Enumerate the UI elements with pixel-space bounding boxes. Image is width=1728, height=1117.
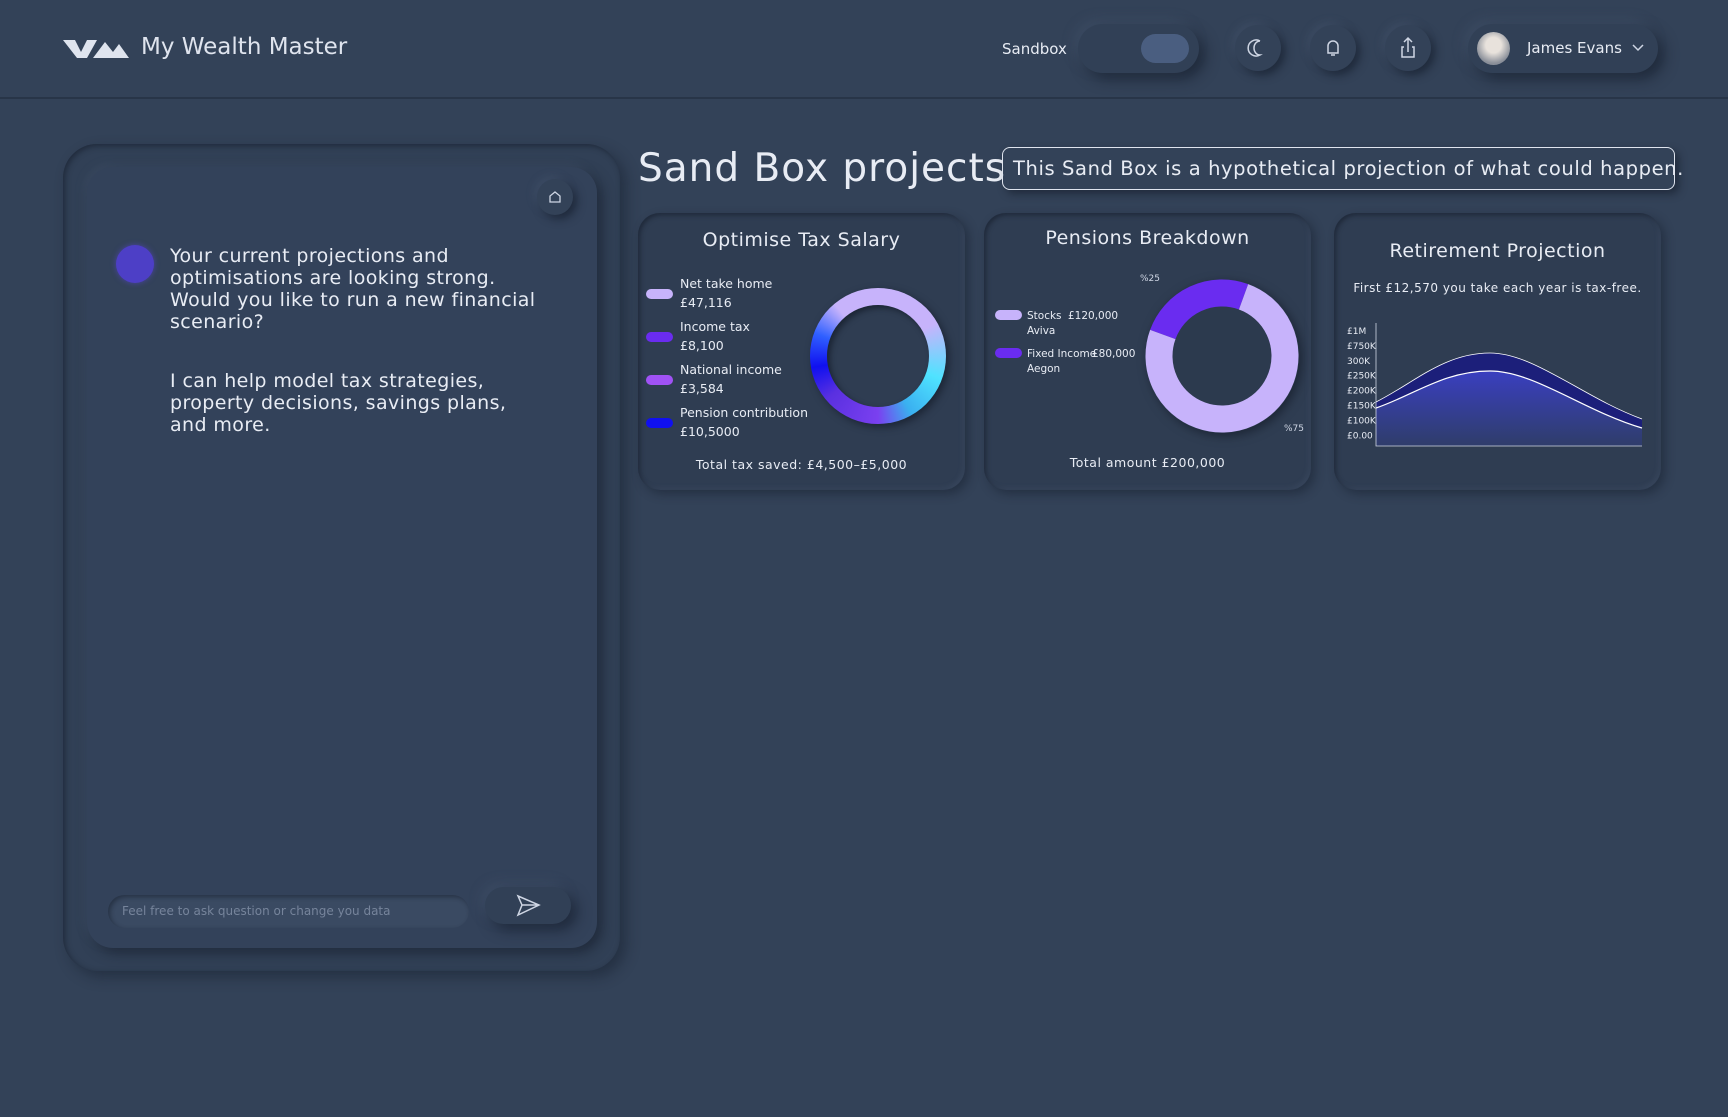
sandbox-toggle[interactable]	[1078, 24, 1199, 73]
chevron-path	[1632, 44, 1644, 52]
pensions-chart: Stocks £120,000 Aviva Fixed Income£80,000 Ae…	[995, 274, 1304, 434]
y-tick-label: £250K	[1347, 372, 1377, 382]
legend-name: Net take home	[680, 276, 773, 291]
share-button[interactable]	[1385, 25, 1431, 71]
bell-path	[1327, 40, 1339, 56]
chat-inner: Your current projections and optimisatio…	[87, 167, 597, 948]
brand: My Wealth Master	[141, 34, 348, 60]
retirement-chart: £1M £750K 300K £250K £200K £150K £100K £0.00	[1347, 323, 1643, 447]
legend-value: £8,100	[680, 338, 724, 353]
legend-amount: £80,000	[1092, 348, 1135, 360]
area-lower	[1376, 371, 1642, 446]
y-tick-label: £200K	[1347, 387, 1377, 397]
card-title: Pensions Breakdown	[1045, 227, 1250, 249]
assistant-dot	[116, 245, 154, 283]
y-tick-label: 300K	[1347, 357, 1371, 367]
user-name: James Evans	[1527, 39, 1622, 57]
legend-value: £10,5000	[680, 424, 740, 439]
tax-card[interactable]: Optimise Tax Salary Net take home £47,116…	[638, 213, 965, 490]
home-path	[549, 191, 561, 203]
chat-panel: Your current projections and optimisatio…	[63, 144, 620, 971]
retirement-card[interactable]: Retirement Projection First £12,570 you …	[1334, 213, 1661, 490]
pensions-card[interactable]: Pensions Breakdown Stocks £120,000 Aviva Fi…	[984, 213, 1311, 490]
moon-path	[1247, 39, 1261, 57]
send-icon	[516, 894, 541, 917]
card-footer: Total tax saved: £4,500–£5,000	[695, 457, 908, 472]
notifications-button[interactable]	[1310, 25, 1356, 71]
legend-name: Income tax	[680, 319, 750, 334]
y-tick-label: £100K	[1347, 416, 1377, 426]
home-button[interactable]	[537, 179, 573, 215]
chat-message: I can help model tax strategies, propert…	[170, 370, 507, 436]
chevron	[1632, 44, 1644, 52]
donut-hole	[827, 305, 929, 407]
y-tick-label: £150K	[1347, 402, 1377, 412]
segment-label: %75	[1284, 424, 1304, 434]
share-icon	[1401, 36, 1415, 58]
line-lower	[1375, 370, 1643, 429]
legend-value: £47,116	[680, 295, 732, 310]
avatar	[1477, 32, 1510, 65]
theme-button[interactable]	[1235, 25, 1281, 71]
card-footer: Total amount £200,000	[1069, 455, 1226, 470]
y-tick-label: £750K	[1347, 342, 1377, 352]
legend-name: Stocks	[1027, 310, 1062, 322]
moon-icon	[1247, 39, 1261, 57]
user-menu[interactable]: James Evans	[1468, 24, 1658, 73]
share-path	[1401, 36, 1415, 58]
legend-swatch	[995, 348, 1022, 358]
toggle-knob	[1141, 34, 1189, 63]
sandbox-label: Sandbox	[1002, 40, 1067, 58]
page-title: Sand Box projects	[638, 146, 1007, 191]
send-button[interactable]	[485, 887, 571, 924]
legend-swatch	[646, 289, 673, 299]
line-upper	[1375, 352, 1643, 420]
tax-donut	[810, 288, 946, 424]
axes	[1375, 323, 1642, 447]
home-icon	[549, 191, 561, 203]
legend-name: Fixed Income	[1027, 348, 1096, 360]
card-title: Retirement Projection	[1389, 240, 1606, 262]
notice-text: This Sand Box is a hypothetical projecti…	[1013, 157, 1684, 180]
legend-swatch	[995, 310, 1022, 320]
segment-label: %25	[1140, 274, 1160, 284]
logo	[63, 40, 129, 58]
legend-name: National income	[680, 362, 782, 377]
bell-icon	[1327, 40, 1339, 56]
legend-swatch	[646, 418, 673, 428]
legend-value: £3,584	[680, 381, 724, 396]
donut-segment	[1150, 279, 1249, 340]
logo-mark	[63, 40, 129, 58]
legend-amount: £120,000	[1068, 310, 1118, 322]
y-tick-label: £1M	[1347, 327, 1366, 337]
donut-segment	[1145, 284, 1299, 433]
legend-swatch	[646, 332, 673, 342]
send-path	[516, 894, 541, 917]
legend-swatch	[646, 375, 673, 385]
y-tick-label: £0.00	[1347, 431, 1373, 441]
card-subtitle: First £12,570 you take each year is tax-…	[1353, 281, 1642, 295]
legend-name: Pension contribution	[680, 405, 808, 420]
legend-provider: Aviva	[1027, 325, 1055, 337]
chat-input[interactable]: Feel free to ask question or change you …	[108, 895, 469, 928]
input-placeholder: Feel free to ask question or change you …	[122, 904, 391, 918]
chat-message: Your current projections and optimisatio…	[170, 245, 536, 333]
header: My Wealth Master Sandbox James Evans	[0, 0, 1728, 99]
card-title: Optimise Tax Salary	[702, 229, 901, 251]
notice-box: This Sand Box is a hypothetical projecti…	[1002, 147, 1683, 190]
legend-provider: Aegon	[1027, 363, 1060, 375]
